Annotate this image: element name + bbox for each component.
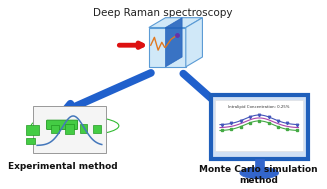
FancyBboxPatch shape (51, 125, 59, 133)
FancyBboxPatch shape (46, 120, 77, 129)
FancyBboxPatch shape (32, 106, 106, 153)
Polygon shape (149, 28, 186, 67)
FancyBboxPatch shape (211, 95, 308, 159)
FancyBboxPatch shape (26, 138, 35, 144)
FancyBboxPatch shape (215, 100, 303, 151)
FancyBboxPatch shape (26, 125, 39, 135)
FancyBboxPatch shape (93, 125, 101, 133)
Text: Experimental method: Experimental method (8, 162, 118, 171)
Ellipse shape (240, 167, 279, 179)
Text: Intralipid Concentration: 0.25%: Intralipid Concentration: 0.25% (229, 105, 290, 109)
Text: Monte Carlo simulation
method: Monte Carlo simulation method (199, 165, 318, 184)
Polygon shape (165, 18, 182, 67)
FancyBboxPatch shape (65, 124, 74, 134)
Polygon shape (149, 18, 202, 28)
FancyBboxPatch shape (79, 124, 87, 133)
Text: Deep Raman spectroscopy: Deep Raman spectroscopy (93, 8, 232, 18)
FancyBboxPatch shape (255, 159, 264, 172)
Polygon shape (186, 18, 202, 67)
